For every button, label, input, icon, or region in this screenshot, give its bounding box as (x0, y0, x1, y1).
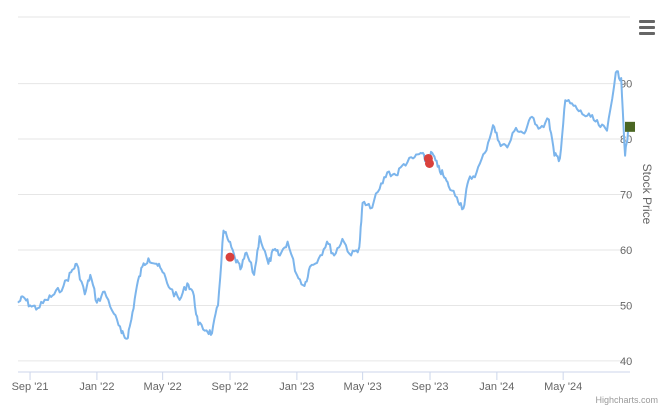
event-marker (424, 158, 434, 168)
x-tick-label: Jan '24 (479, 381, 514, 393)
y-tick-label: 40 (620, 356, 632, 368)
x-tick-label: May '24 (544, 381, 582, 393)
x-tick-label: Jan '22 (79, 381, 114, 393)
x-tick-label: Sep '23 (412, 381, 449, 393)
x-tick-label: Sep '22 (212, 381, 249, 393)
y-tick-label: 60 (620, 245, 632, 257)
y-axis-title: Stock Price (640, 164, 654, 225)
series-line (17, 70, 630, 340)
markers-group (225, 121, 635, 262)
menu-bar-bottom (639, 32, 655, 35)
y-tick-label: 90 (620, 79, 632, 91)
y-tick-label: 50 (620, 300, 632, 312)
x-tick-label: Sep '21 (12, 381, 49, 393)
event-marker (225, 252, 235, 262)
series-group (17, 70, 630, 340)
menu-bar-middle (639, 26, 655, 29)
y-tick-label: 70 (620, 190, 632, 202)
price-marker-square (625, 121, 635, 132)
y-grid-lines (18, 16, 630, 362)
x-axis: Sep '21 Jan '22 May '22 Sep '22 Jan '23 May '… (12, 371, 630, 393)
hamburger-menu-icon[interactable] (636, 20, 658, 38)
credits-link[interactable]: Highcharts.com (595, 395, 658, 405)
x-tick-label: May '23 (344, 381, 382, 393)
x-tick-label: Jan '23 (279, 381, 314, 393)
x-tick-label: May '22 (144, 381, 182, 393)
menu-bar-top (639, 20, 655, 23)
